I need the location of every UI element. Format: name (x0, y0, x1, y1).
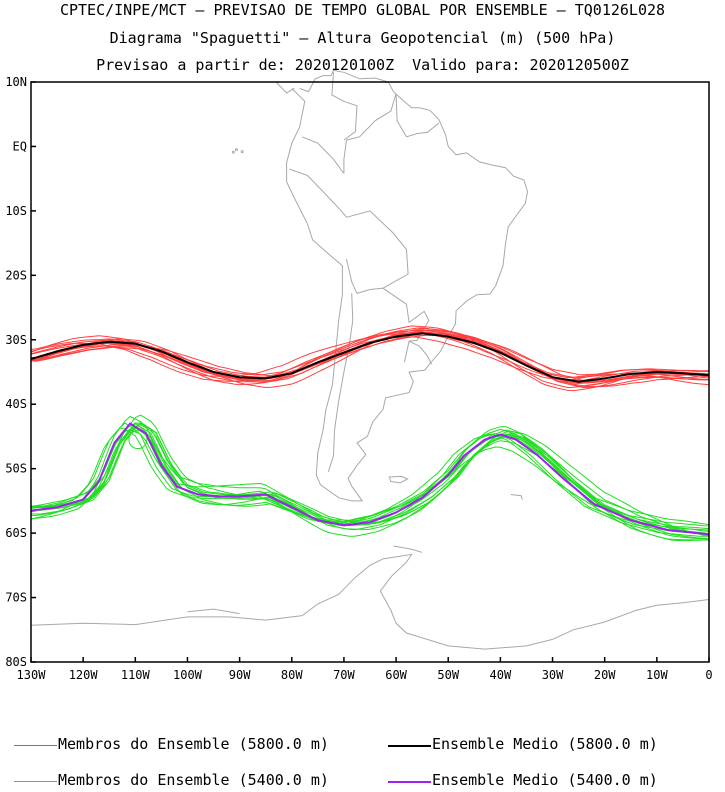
legend-swatch-mean-5800 (388, 745, 431, 747)
ensemble-5400-member-line (30, 415, 710, 530)
y-tick-label: 40S (5, 397, 27, 411)
x-tick-label: 80W (281, 668, 303, 682)
x-tick-label: 130W (17, 668, 47, 682)
x-tick-label: 20W (594, 668, 616, 682)
x-tick-label: 110W (121, 668, 151, 682)
ensemble-5400-member-line (30, 422, 710, 536)
x-tick-label: 40W (490, 668, 512, 682)
x-tick-label: 70W (333, 668, 355, 682)
y-tick-label: 30S (5, 333, 27, 347)
chart-title-line-2: Diagrama "Spaguetti" – Altura Geopotenci… (109, 29, 616, 47)
x-tick-label: 60W (385, 668, 407, 682)
legend-label-members-5400: Membros do Ensemble (5400.0 m) (58, 771, 329, 789)
ensemble-mean-5800-line (30, 332, 710, 383)
legend-label-mean-5400: Ensemble Medio (5400.0 m) (432, 771, 658, 789)
x-tick-label: 0 (705, 668, 712, 682)
ensemble-5400-member-line (30, 423, 710, 534)
legend-swatch-members-5400 (14, 781, 57, 782)
ensemble-5800-member-line (30, 327, 710, 385)
x-tick-label: 90W (229, 668, 251, 682)
ensemble-members (30, 325, 710, 542)
coastline-map (30, 69, 710, 650)
y-tick-label: 50S (5, 462, 27, 476)
x-tick-label: 100W (173, 668, 203, 682)
chart-title-line-3: Previsao a partir de: 2020120100Z Valido… (96, 56, 629, 74)
y-tick-label: 70S (5, 591, 27, 605)
ensemble-5400-member-line (30, 427, 710, 537)
x-tick-label: 30W (542, 668, 564, 682)
ensemble-5400-member-line (30, 414, 710, 538)
ensemble-mean-5400-line (30, 422, 710, 536)
legend-swatch-members-5800 (14, 745, 57, 746)
y-tick-label: 10N (5, 75, 27, 89)
ensemble-means (30, 332, 710, 536)
y-tick-label: 20S (5, 268, 27, 282)
legend-label-mean-5800: Ensemble Medio (5800.0 m) (432, 735, 658, 753)
chart-title-line-1: CPTEC/INPE/MCT – PREVISAO DE TEMPO GLOBA… (59, 1, 666, 19)
y-tick-label: 80S (5, 655, 27, 669)
legend-swatch-mean-5400 (388, 781, 431, 783)
x-tick-label: 120W (69, 668, 99, 682)
legend-label-members-5800: Membros do Ensemble (5800.0 m) (58, 735, 329, 753)
ensemble-5400-member-line (30, 422, 710, 530)
ensemble-5400-closed-contour (128, 430, 148, 450)
x-axis-ticks: 130W 120W 110W 100W 90W 80W 70W 60W 50W 40W 30W 20W… (17, 657, 713, 682)
x-tick-label: 10W (646, 668, 668, 682)
y-tick-label: 10S (5, 204, 27, 218)
y-tick-label: 60S (5, 526, 27, 540)
y-tick-label: EQ (13, 139, 27, 153)
y-axis-ticks: 10N EQ 10S 20S 30S 40S 50S 60S 70S 80S (5, 75, 36, 669)
plot-frame (30, 81, 710, 663)
ensemble-5400-member-line (30, 428, 710, 527)
x-tick-label: 50W (437, 668, 459, 682)
